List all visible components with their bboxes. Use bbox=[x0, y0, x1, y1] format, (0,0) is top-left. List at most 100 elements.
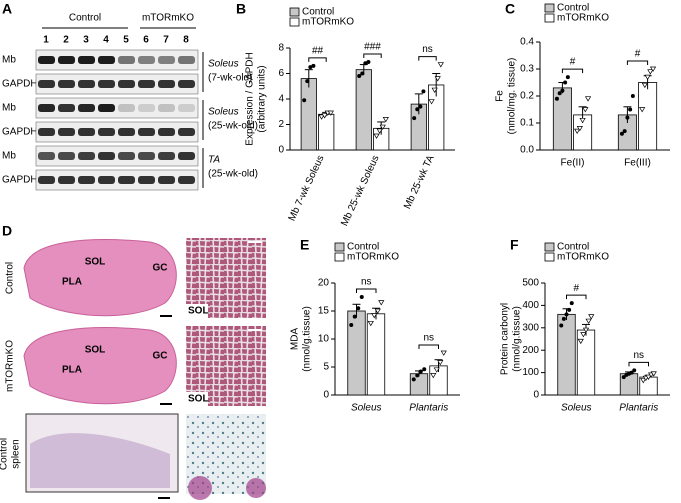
data-point bbox=[374, 308, 381, 314]
error-bar bbox=[304, 69, 313, 88]
blot-band bbox=[138, 152, 155, 160]
data-point bbox=[378, 300, 385, 306]
bar bbox=[300, 78, 317, 151]
significance-label: ## bbox=[312, 45, 324, 56]
data-point bbox=[437, 360, 444, 366]
significance-label: # bbox=[635, 49, 641, 60]
legend-label: mTORmKO bbox=[557, 252, 609, 263]
tissue-section bbox=[23, 327, 177, 405]
data-point bbox=[588, 314, 595, 320]
y-tick-label: 100 bbox=[522, 367, 539, 378]
row-label: GAPDH bbox=[2, 127, 38, 138]
data-point bbox=[367, 320, 374, 327]
panel-label: C bbox=[505, 1, 515, 17]
inset-label-bg bbox=[186, 392, 208, 406]
blot-band bbox=[158, 104, 175, 112]
blot-band bbox=[158, 176, 175, 184]
legend-swatch bbox=[544, 13, 555, 23]
data-point bbox=[428, 99, 435, 105]
data-point bbox=[650, 371, 657, 377]
data-point bbox=[580, 332, 587, 338]
row-label: mTORmKO bbox=[5, 340, 16, 392]
y-tick-label: 200 bbox=[522, 345, 539, 356]
blot-band bbox=[138, 128, 155, 136]
data-point bbox=[418, 369, 423, 374]
data-point bbox=[576, 126, 583, 132]
blot-band bbox=[98, 176, 115, 184]
blot-band bbox=[118, 104, 135, 112]
age-label: (25-wk-old) bbox=[208, 121, 258, 132]
data-point bbox=[318, 114, 325, 120]
significance-label: # bbox=[573, 283, 579, 294]
data-point bbox=[352, 314, 357, 319]
data-point bbox=[349, 323, 354, 327]
inset-label: SOL bbox=[188, 306, 209, 317]
group-label: mTORmKO bbox=[142, 13, 194, 24]
significance-bracket bbox=[626, 60, 649, 65]
data-point bbox=[412, 116, 417, 121]
blot-band bbox=[138, 80, 155, 88]
x-tick-label: Plantaris bbox=[619, 403, 658, 414]
legend-label: mTORmKO bbox=[302, 17, 354, 28]
legend-swatch bbox=[544, 252, 555, 262]
data-point bbox=[557, 91, 562, 96]
tissue-label: Soleus bbox=[208, 107, 239, 118]
data-point bbox=[649, 66, 657, 72]
data-point bbox=[559, 323, 564, 328]
y-tick-label: 0.1 bbox=[520, 118, 534, 129]
significance-label: # bbox=[570, 57, 576, 68]
data-point bbox=[379, 124, 386, 130]
data-point bbox=[434, 76, 441, 82]
blot-band bbox=[138, 176, 155, 184]
lane-number: 3 bbox=[83, 35, 89, 46]
data-point bbox=[418, 104, 423, 109]
bar bbox=[409, 373, 429, 396]
y-tick-label: 5 bbox=[323, 362, 329, 373]
x-tick-label: Soleus bbox=[351, 403, 382, 414]
stain bbox=[246, 478, 266, 498]
data-point bbox=[622, 129, 627, 134]
legend-swatch bbox=[544, 242, 555, 252]
blot-band bbox=[118, 80, 135, 88]
data-point bbox=[373, 133, 380, 139]
lane-number: 5 bbox=[123, 35, 129, 46]
y-tick-label: 6 bbox=[278, 68, 284, 79]
legend-swatch bbox=[289, 7, 300, 17]
blot-box bbox=[35, 121, 199, 143]
data-point bbox=[628, 107, 633, 112]
stain bbox=[188, 476, 212, 500]
y-tick-label: 15 bbox=[318, 306, 330, 317]
legend-swatch bbox=[334, 252, 345, 262]
blot-band bbox=[38, 104, 55, 112]
blot-band bbox=[98, 56, 115, 64]
data-point bbox=[371, 313, 378, 319]
tissue-section bbox=[23, 239, 177, 317]
y-tick-label: 300 bbox=[522, 322, 539, 333]
lane-number: 7 bbox=[163, 35, 169, 46]
x-tick-label: Soleus bbox=[561, 403, 592, 414]
data-point bbox=[579, 117, 586, 124]
lane-number: 2 bbox=[63, 35, 69, 46]
region-label: GC bbox=[153, 351, 168, 362]
region-label: SOL bbox=[85, 257, 106, 268]
blot-band bbox=[118, 128, 135, 136]
row-label: Control bbox=[0, 438, 10, 470]
data-point bbox=[574, 128, 581, 134]
x-tick-label: Mb 25-wk TA bbox=[402, 153, 437, 210]
panel-label: A bbox=[2, 1, 12, 17]
legend-swatch bbox=[544, 3, 555, 13]
blot-band bbox=[58, 56, 75, 64]
lane-number: 8 bbox=[183, 35, 189, 46]
data-point bbox=[421, 89, 426, 94]
blot-band bbox=[178, 104, 195, 112]
region-label: PLA bbox=[62, 365, 82, 376]
data-point bbox=[359, 295, 364, 299]
significance-bracket bbox=[308, 57, 327, 62]
y-tick-label: 0 bbox=[278, 145, 284, 156]
bar bbox=[318, 113, 335, 151]
blot-box bbox=[35, 145, 199, 167]
significance-bracket bbox=[561, 68, 584, 74]
y-tick-label: 4 bbox=[278, 94, 284, 105]
significance-bracket bbox=[363, 53, 382, 59]
data-point bbox=[585, 318, 592, 324]
